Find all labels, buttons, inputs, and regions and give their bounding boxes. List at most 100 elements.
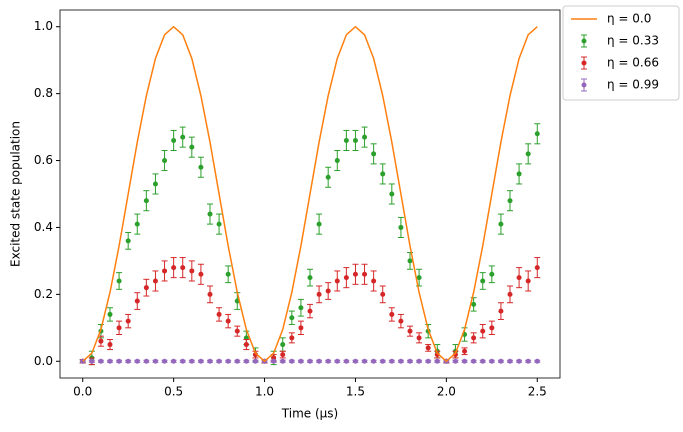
point [471,358,477,364]
point [498,221,504,227]
point [507,358,513,364]
point [480,358,486,364]
legend-marker [581,38,587,44]
point [189,358,195,364]
point [189,268,195,274]
point [271,358,277,364]
point [389,191,395,197]
x-tick-label: 2.0 [437,385,456,399]
x-tick-label: 1.5 [346,385,365,399]
y-axis-label: Excited state population [9,121,23,267]
point [352,271,358,277]
point [380,291,386,297]
point [252,352,258,358]
point [325,358,331,364]
point [134,221,140,227]
point [516,358,522,364]
point [507,198,513,204]
point [316,291,322,297]
legend-marker [581,82,587,88]
point [480,328,486,334]
point [234,358,240,364]
point [225,271,231,277]
point [398,358,404,364]
point [107,342,113,348]
point [298,305,304,311]
point [116,325,122,331]
point [180,358,186,364]
point [171,265,177,271]
point [134,358,140,364]
point [116,278,122,284]
point [189,144,195,150]
point [216,221,222,227]
point [516,171,522,177]
point [489,325,495,331]
point [207,358,213,364]
point [198,271,204,277]
point [407,358,413,364]
point [280,352,286,358]
point [143,358,149,364]
point [398,318,404,324]
point [171,358,177,364]
point [534,265,540,271]
point [252,358,258,364]
point [489,271,495,277]
x-tick-label: 2.5 [528,385,547,399]
point [107,311,113,317]
point [352,137,358,143]
point [152,278,158,284]
point [116,358,122,364]
point [498,358,504,364]
point [398,224,404,230]
point [98,338,104,344]
point [143,285,149,291]
point [307,308,313,314]
point [307,358,313,364]
legend-box [562,5,680,101]
point [143,198,149,204]
x-axis-label: Time (µs) [281,407,338,421]
x-tick-label: 0.5 [164,385,183,399]
point [407,328,413,334]
point [416,335,422,341]
point [425,358,431,364]
y-tick-label: 1.0 [34,19,53,33]
point [125,358,131,364]
point [425,345,431,351]
point [98,358,104,364]
point [534,131,540,137]
x-tick-label: 1.0 [255,385,274,399]
point [407,258,413,264]
point [452,358,458,364]
point [389,311,395,317]
point [525,358,531,364]
y-tick-label: 0.6 [34,153,53,167]
legend-label: η = 0.99 [607,78,659,92]
point [207,211,213,217]
point [225,358,231,364]
point [307,275,313,281]
point [289,315,295,321]
point [234,328,240,334]
line [82,25,538,363]
point [198,358,204,364]
point [471,301,477,307]
point [207,291,213,297]
point [243,358,249,364]
point [298,325,304,331]
point [462,358,468,364]
point [343,275,349,281]
point [516,275,522,281]
point [334,278,340,284]
point [380,358,386,364]
point [362,358,368,364]
point [180,265,186,271]
y-tick-label: 0.4 [34,220,53,234]
legend-marker [581,60,587,66]
point [507,291,513,297]
point [89,358,95,364]
point [352,358,358,364]
point [416,358,422,364]
